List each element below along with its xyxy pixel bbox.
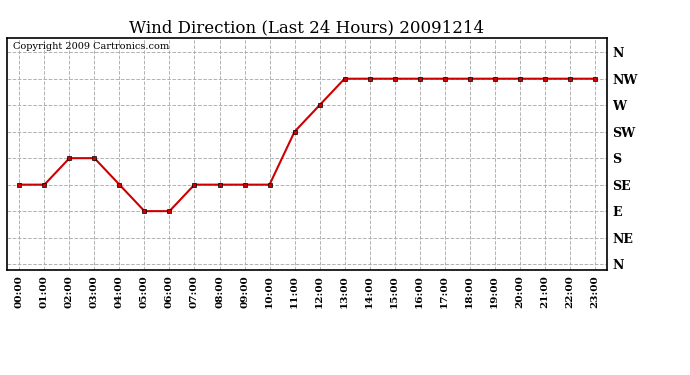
Title: Wind Direction (Last 24 Hours) 20091214: Wind Direction (Last 24 Hours) 20091214 xyxy=(130,19,484,36)
Text: Copyright 2009 Cartronics.com: Copyright 2009 Cartronics.com xyxy=(13,42,169,51)
